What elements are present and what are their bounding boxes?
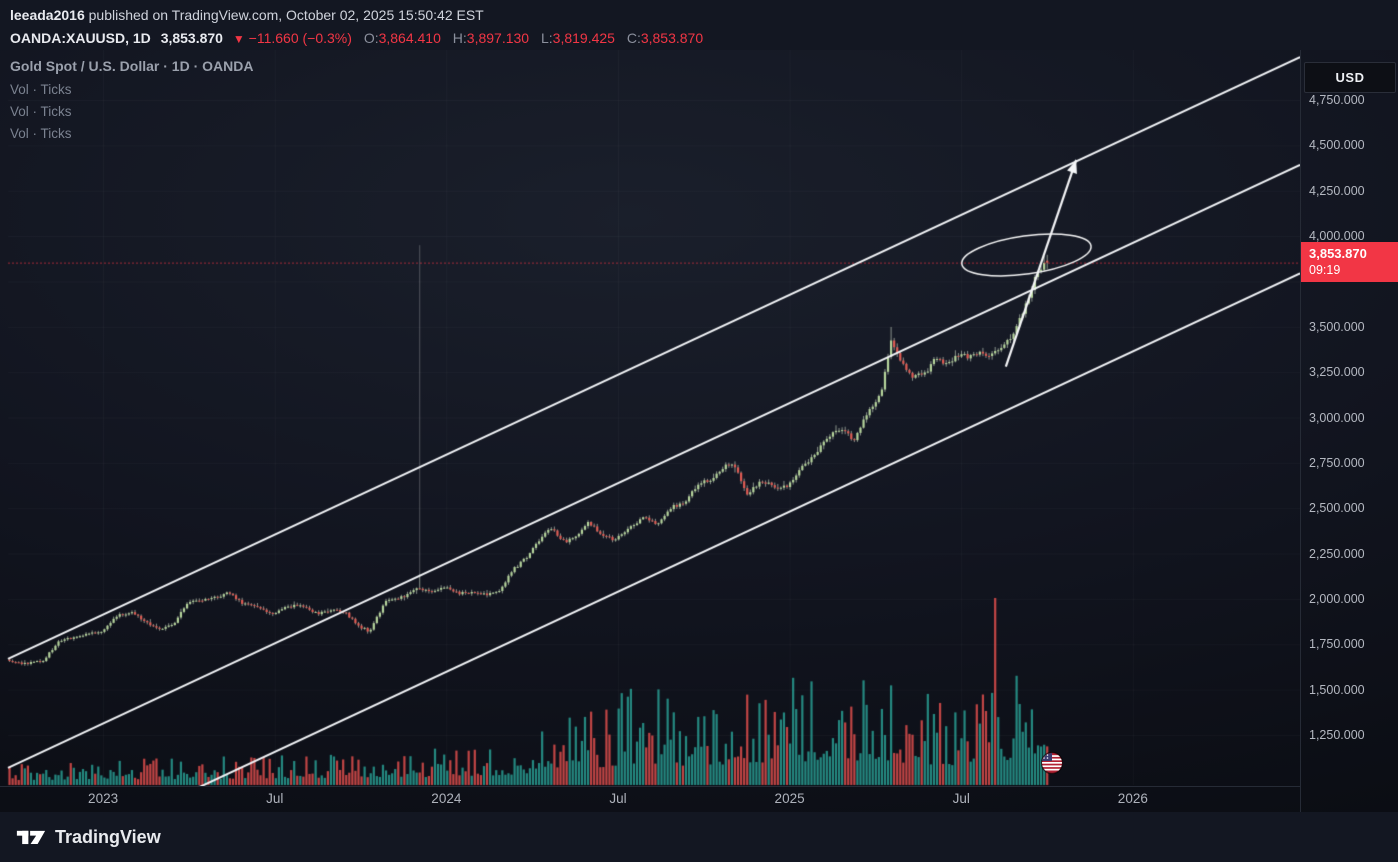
price-tick-label: 1,750.000: [1309, 637, 1365, 652]
time-axis-separator: [0, 786, 1300, 787]
price-change: −11.660 (−0.3%): [248, 30, 352, 46]
bar-countdown: 09:19: [1309, 262, 1341, 277]
price-chart-canvas[interactable]: [0, 50, 1300, 787]
open-label: O:: [363, 30, 379, 46]
close-value: 3,853.870: [640, 30, 704, 46]
tradingview-brand-text[interactable]: TradingView: [55, 826, 161, 847]
indicator-vol-ticks-3[interactable]: Vol · Ticks: [10, 126, 72, 141]
chart-title[interactable]: Gold Spot / U.S. Dollar · 1D · OANDA: [10, 58, 254, 74]
time-tick-label: Jul: [952, 791, 970, 806]
tradingview-logo-icon[interactable]: [16, 825, 46, 849]
time-tick-label: 2023: [88, 791, 119, 806]
current-price-tag: 3,853.870 09:19: [1301, 241, 1398, 282]
current-price-value: 3,853.870: [1309, 245, 1367, 261]
time-tick-label: 2024: [431, 791, 462, 806]
down-arrow-icon: ▼: [232, 32, 245, 46]
price-tick-label: 1,500.000: [1309, 682, 1365, 697]
last-price: 3,853.870: [160, 30, 223, 46]
time-tick-label: Jul: [266, 791, 284, 806]
price-tick-label: 4,250.000: [1309, 183, 1365, 198]
symbol-info-row: OANDA:XAUUSD, 1D 3,853.870 ▼ −11.660 (−0…: [10, 30, 703, 46]
price-tick-label: 4,500.000: [1309, 138, 1365, 153]
open-value: 3,864.410: [378, 30, 441, 46]
low-value: 3,819.425: [552, 30, 615, 46]
author-username: leeada2016: [10, 7, 85, 23]
low-label: L:: [540, 30, 553, 46]
high-label: H:: [452, 30, 467, 46]
high-value: 3,897.130: [466, 30, 530, 46]
indicator-vol-ticks-2[interactable]: Vol · Ticks: [10, 104, 72, 119]
time-axis[interactable]: 2023 Jul 2024 Jul 2025 Jul 2026: [0, 787, 1300, 812]
close-label: C:: [626, 30, 641, 46]
time-tick-label: Jul: [609, 791, 627, 806]
time-tick-label: 2025: [774, 791, 805, 806]
price-tick-label: 3,000.000: [1309, 410, 1365, 425]
price-tick-label: 2,000.000: [1309, 591, 1365, 606]
indicator-vol-ticks-1[interactable]: Vol · Ticks: [10, 82, 72, 97]
footer-bar: TradingView: [0, 812, 1398, 862]
price-tick-label: 3,250.000: [1309, 365, 1365, 380]
attribution-line: leeada2016 published on TradingView.com,…: [10, 7, 484, 23]
price-tick-label: 4,000.000: [1309, 229, 1365, 244]
symbol-name[interactable]: OANDA:XAUUSD, 1D: [10, 30, 151, 46]
price-tick-label: 1,250.000: [1309, 727, 1365, 742]
currency-usd-button[interactable]: USD: [1304, 62, 1396, 93]
attribution-text: published on TradingView.com, October 02…: [84, 7, 484, 23]
price-axis[interactable]: 4,750.000 4,500.000 4,250.000 4,000.000 3,50…: [1301, 50, 1398, 812]
chart-legend: Gold Spot / U.S. Dollar · 1D · OANDA Vol…: [10, 58, 253, 148]
price-tick-label: 4,750.000: [1309, 93, 1365, 108]
price-axis-separator: [1300, 50, 1301, 812]
price-tick-label: 2,750.000: [1309, 455, 1365, 470]
us-flag-icon[interactable]: [1040, 751, 1063, 779]
price-tick-label: 2,250.000: [1309, 546, 1365, 561]
price-tick-label: 2,500.000: [1309, 501, 1365, 516]
chart-stage: Gold Spot / U.S. Dollar · 1D · OANDA Vol…: [0, 50, 1398, 812]
price-tick-label: 3,500.000: [1309, 319, 1365, 334]
time-tick-label: 2026: [1117, 791, 1148, 806]
